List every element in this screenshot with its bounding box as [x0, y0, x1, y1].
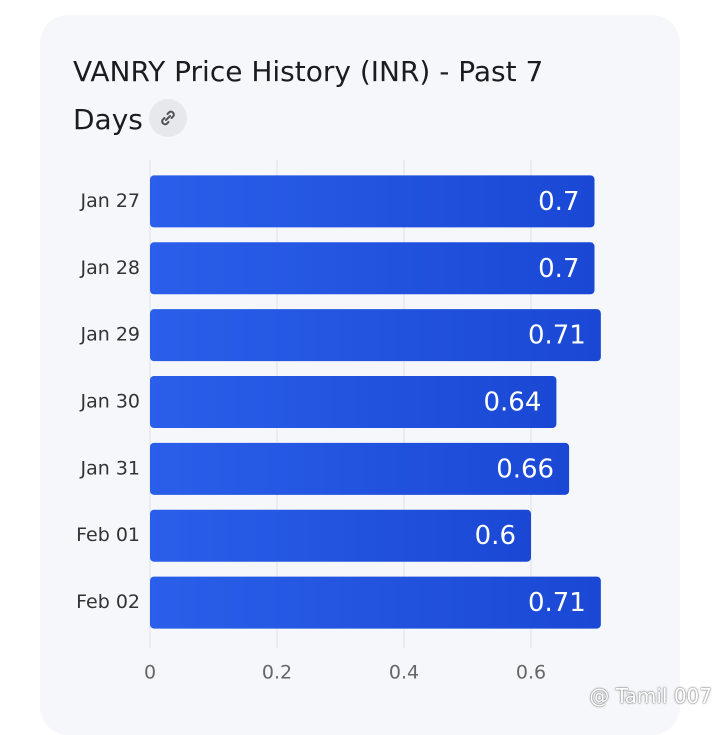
value-label: 0.7 [538, 254, 579, 284]
x-tick-label: 0.6 [516, 662, 546, 684]
value-label: 0.71 [528, 588, 586, 618]
value-label: 0.64 [484, 388, 542, 418]
bar [150, 175, 595, 227]
value-label: 0.6 [475, 521, 516, 551]
value-label: 0.71 [528, 321, 586, 351]
bar [150, 242, 595, 294]
y-tick-label: Jan 28 [79, 257, 140, 279]
page: {"chart_data": {"type": "bar", "orientat… [0, 0, 720, 716]
y-tick-label: Jan 31 [79, 457, 140, 479]
chart: 0 0.2 0.4 0.6 Jan 27 0.7 Jan 28 0.7 Jan 29 0.71 Ja… [0, 0, 720, 716]
watermark: @ Tamil 007 [589, 684, 712, 708]
y-tick-label: Jan 27 [79, 190, 140, 212]
y-tick-label: Feb 01 [76, 524, 140, 546]
x-tick-label: 0.4 [389, 662, 419, 684]
value-label: 0.66 [496, 454, 554, 484]
value-label: 0.7 [538, 187, 579, 217]
y-tick-label: Jan 30 [79, 391, 140, 413]
y-tick-label: Jan 29 [79, 324, 140, 346]
x-tick-label: 0.2 [262, 662, 292, 684]
x-tick-label: 0 [144, 662, 156, 684]
y-tick-label: Feb 02 [76, 591, 140, 613]
